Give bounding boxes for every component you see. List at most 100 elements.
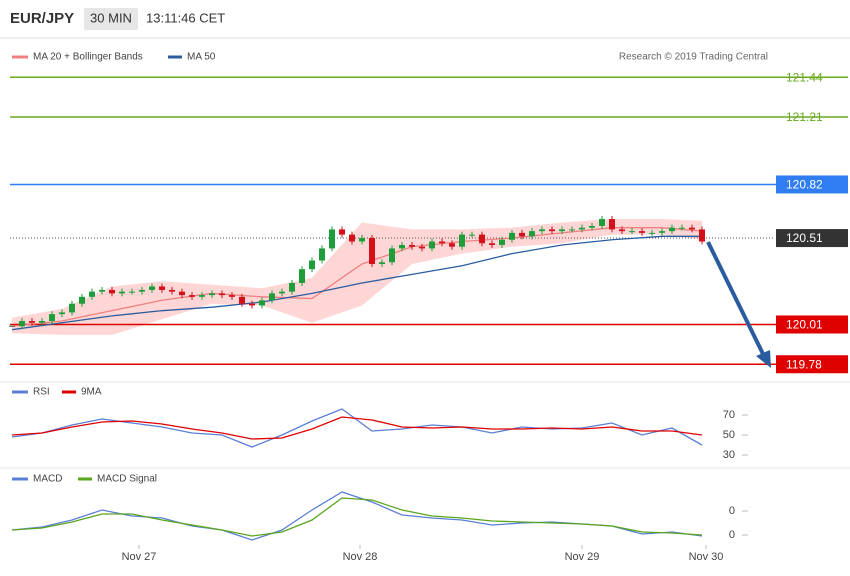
candle (679, 227, 685, 229)
candle (509, 232, 515, 240)
legend-label: 9MA (81, 387, 102, 398)
candle (689, 227, 695, 230)
candle (349, 234, 355, 242)
y-tick-label: 0 (729, 529, 735, 541)
level-box (776, 175, 848, 194)
candle (399, 244, 405, 249)
candle (389, 248, 395, 263)
y2-tick-label: 0 (729, 505, 735, 517)
candle (499, 239, 505, 245)
candle (149, 286, 155, 290)
series-line (11, 408, 703, 448)
plots: 121.44 121.21 120.82 120.51 120.01 119.78 70 50… (9, 70, 848, 563)
candle (589, 225, 595, 228)
legend-label: MACD (33, 474, 62, 485)
candle (569, 229, 575, 231)
candle (139, 289, 145, 292)
candle (189, 295, 195, 297)
candle (609, 219, 615, 230)
candle (529, 231, 535, 237)
candle (419, 246, 425, 249)
candle (469, 234, 475, 236)
x-tick-label: Nov 30 (689, 551, 724, 563)
level-label: 120.82 (786, 178, 823, 192)
candle (89, 291, 95, 297)
candle (539, 229, 545, 232)
candle (29, 321, 35, 323)
time: 13:11:46 CET (146, 10, 225, 25)
candle (519, 232, 525, 237)
candle (59, 312, 65, 315)
candle (209, 293, 215, 296)
pair: EUR/JPY (10, 10, 74, 27)
level-label: 121.21 (786, 110, 823, 124)
y-tick-label: 30 (723, 449, 735, 461)
candle (549, 229, 555, 232)
series-line (11, 497, 703, 537)
candle (409, 244, 415, 247)
x-tick-label: Nov 28 (343, 551, 378, 563)
credit: Research © 2019 Trading Central (619, 52, 768, 63)
candle (649, 232, 655, 234)
candle (119, 291, 125, 294)
legend-label: MA 50 (187, 52, 216, 63)
candle (309, 260, 315, 270)
candle (129, 291, 135, 293)
candle (339, 229, 345, 235)
series-line (11, 416, 703, 440)
candle (489, 243, 495, 245)
candle (619, 229, 625, 232)
candle (329, 229, 335, 249)
candle (219, 293, 225, 296)
level-box (776, 355, 848, 374)
series-line (11, 227, 703, 327)
candle (19, 321, 25, 327)
candle (639, 231, 645, 233)
candle (289, 283, 295, 292)
y-tick-label: 70 (723, 409, 735, 421)
legend-label: MACD Signal (97, 474, 157, 485)
interval: 30 MIN (90, 10, 132, 25)
candle (109, 289, 115, 294)
candle (599, 219, 605, 226)
candle (429, 241, 435, 249)
candle (169, 289, 175, 292)
level-label: 121.44 (786, 70, 823, 84)
candle (669, 227, 675, 232)
interval-box (84, 8, 138, 30)
y-tick-label: 50 (723, 429, 735, 441)
legend-label: RSI (33, 387, 50, 398)
candle (439, 241, 445, 244)
level-label: 120.01 (786, 318, 823, 332)
candle (229, 295, 235, 297)
bollinger-band (12, 219, 702, 335)
x-tick-label: Nov 27 (122, 551, 157, 563)
candle (299, 269, 305, 284)
candle (699, 229, 705, 242)
candle (579, 227, 585, 230)
forecast-arrowhead (756, 350, 771, 368)
candle (79, 296, 85, 304)
candle (629, 231, 635, 233)
candle (459, 234, 465, 247)
candle (239, 296, 245, 304)
candle (659, 231, 665, 233)
candle (99, 289, 105, 292)
candle (559, 229, 565, 232)
level-label: 120.51 (786, 231, 823, 245)
candle (279, 291, 285, 294)
candle (449, 243, 455, 247)
candle (319, 248, 325, 261)
candle (39, 321, 45, 323)
candle (49, 314, 55, 322)
level-label: 119.78 (786, 357, 822, 371)
level-box (776, 315, 848, 334)
x-tick-label: Nov 29 (565, 551, 600, 563)
candle (69, 303, 75, 313)
candle (479, 234, 485, 244)
candle (269, 293, 275, 301)
candle (259, 300, 265, 306)
candle (359, 238, 365, 242)
candle (159, 286, 165, 290)
